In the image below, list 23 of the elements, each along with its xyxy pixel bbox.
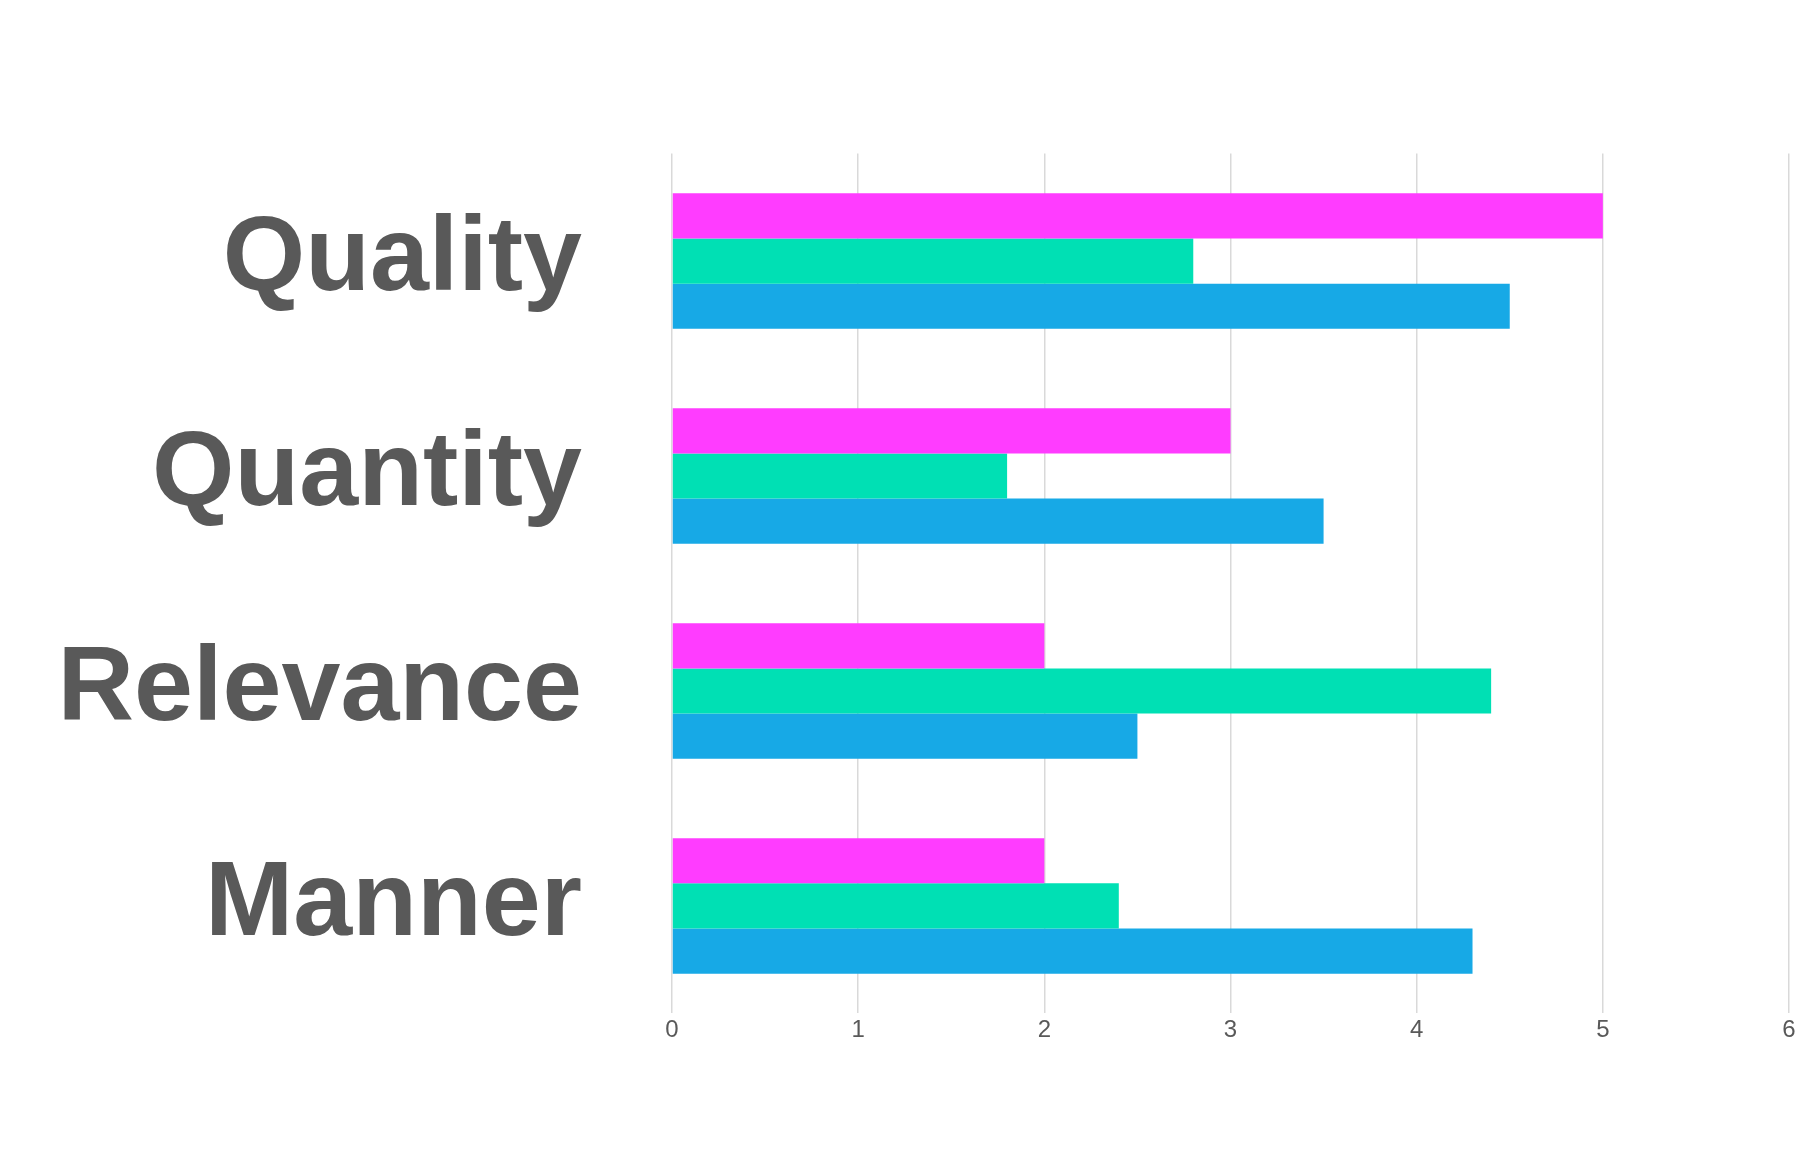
x-tick-label: 5 [1596, 1015, 1610, 1043]
bar [672, 668, 1492, 714]
bar [672, 713, 1138, 759]
bar [672, 623, 1045, 669]
y-tick-label: Manner [205, 839, 582, 958]
bar [672, 498, 1324, 544]
bar [672, 453, 1008, 499]
bar [672, 193, 1603, 239]
y-tick-label: Quality [222, 194, 583, 313]
x-tick-label: 2 [1037, 1015, 1052, 1043]
y-tick-label: Relevance [57, 624, 582, 743]
y-tick-label: Quantity [152, 409, 583, 528]
x-tick-label: 0 [665, 1015, 679, 1043]
bar [672, 408, 1231, 454]
x-tick-label: 6 [1782, 1015, 1796, 1043]
bar [672, 238, 1194, 284]
bar [672, 838, 1045, 884]
bar [672, 928, 1473, 974]
x-tick-label: 1 [851, 1015, 865, 1043]
bar [672, 883, 1119, 929]
x-tick-label: 4 [1409, 1015, 1424, 1043]
bar [672, 283, 1510, 329]
x-tick-label: 3 [1223, 1015, 1238, 1043]
